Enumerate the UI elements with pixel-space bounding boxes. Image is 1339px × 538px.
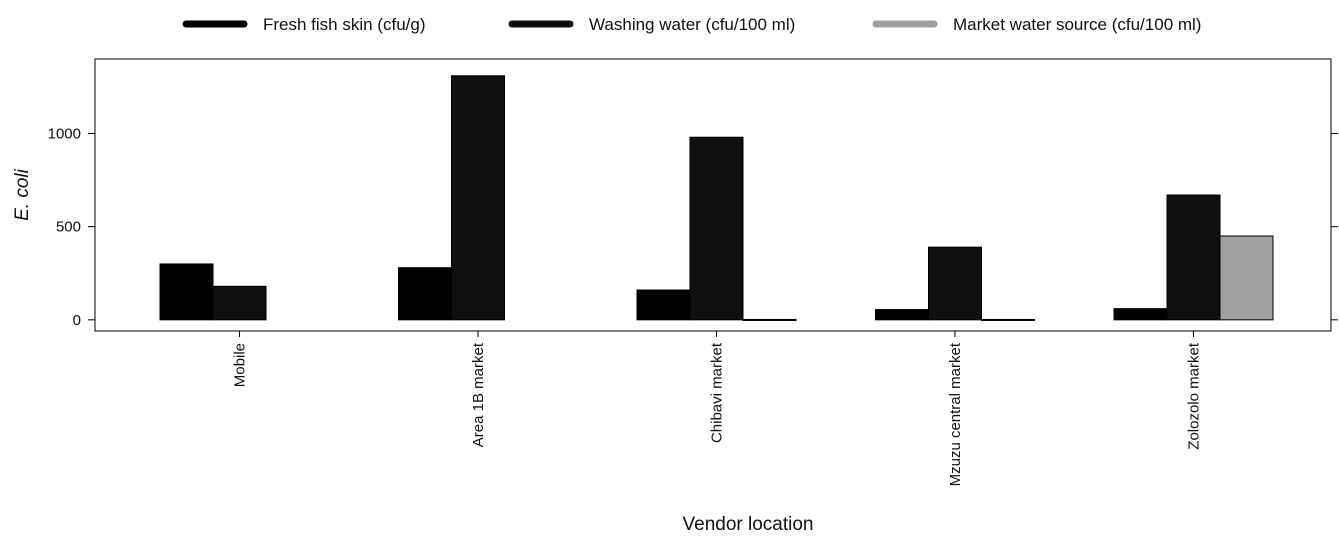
- x-category-label: Mobile: [232, 343, 249, 387]
- bar-1-mzuzu-central-market: [875, 309, 929, 321]
- plot-frame: [94, 58, 1332, 332]
- x-category-label: Chibavi market: [709, 342, 726, 443]
- y-axis-title: E. coli: [12, 168, 33, 221]
- bar-3-mzuzu-central-market: [981, 318, 1035, 321]
- bar-3-zolozolo-market: [1219, 235, 1274, 321]
- bar-2-area-1b-market: [451, 75, 505, 321]
- y-tick-label: 500: [56, 219, 81, 236]
- bar-2-chibavi-market: [689, 136, 744, 321]
- bar-2-mzuzu-central-market: [928, 246, 982, 321]
- x-category-label: Zolozolo market: [1186, 342, 1203, 450]
- x-category-labels: Mobile Area 1B market Chibavi market Mzuzu …: [232, 331, 1203, 486]
- bar-2-mobile: [212, 285, 267, 321]
- legend-label-3: Market water source (cfu/100 ml): [953, 15, 1201, 34]
- x-category-label: Area 1B market: [470, 342, 487, 447]
- bar-3-chibavi-market: [742, 318, 797, 321]
- x-category-label: Mzuzu central market: [947, 342, 964, 486]
- legend: Fresh fish skin (cfu/g) Washing water (cf…: [182, 15, 1201, 34]
- bar-1-chibavi-market: [636, 289, 691, 321]
- legend-label-2: Washing water (cfu/100 ml): [589, 15, 795, 34]
- y-tick-label: 0: [73, 312, 81, 329]
- y-axis: 0 500 1000: [48, 126, 1338, 329]
- bar-1-mobile: [159, 263, 214, 321]
- y-tick-label: 1000: [48, 126, 81, 143]
- legend-label-1: Fresh fish skin (cfu/g): [263, 15, 426, 34]
- bar-1-area-1b-market: [398, 267, 452, 321]
- bar-2-zolozolo-market: [1166, 194, 1221, 321]
- bars: [159, 75, 1274, 321]
- x-axis-title: Vendor location: [683, 514, 814, 535]
- bar-1-zolozolo-market: [1113, 308, 1168, 321]
